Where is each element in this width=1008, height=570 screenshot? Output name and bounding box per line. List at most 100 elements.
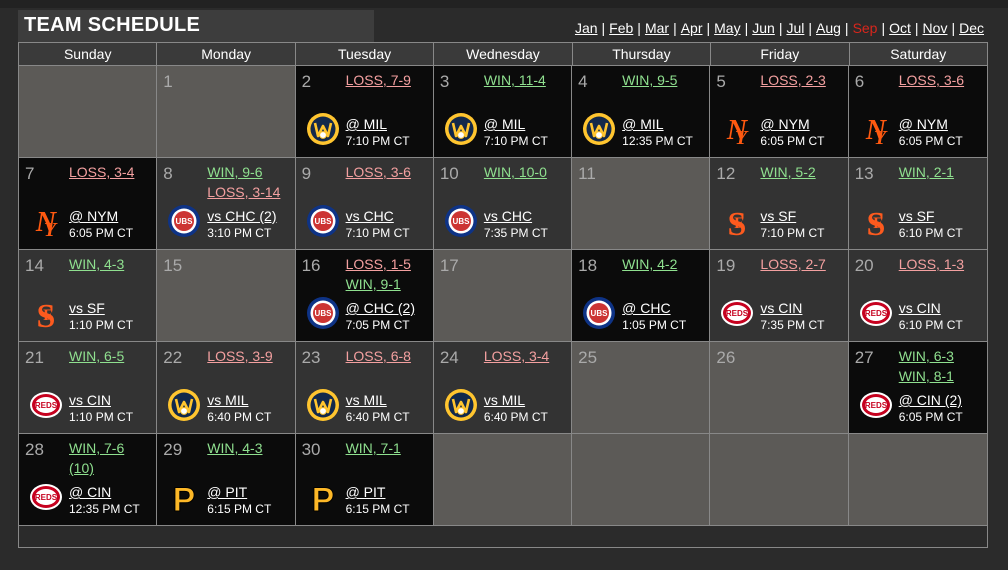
game-results: WIN, 5-2 [760, 162, 815, 182]
result-win-link[interactable]: WIN, 6-3 [898, 348, 954, 364]
result-win-link[interactable]: WIN, 4-3 [207, 440, 263, 456]
month-link-mar[interactable]: Mar [644, 20, 670, 36]
game-info: vs MIL 6:40 PM CT [346, 392, 410, 426]
result-win-link[interactable]: WIN, 4-3 [69, 256, 125, 272]
svg-text:F: F [735, 215, 745, 232]
calendar-day-2: 2 LOSS, 7-9 @ MIL 7:10 PM CT [295, 66, 434, 158]
top-strip [0, 0, 1008, 8]
game-info: vs CIN 7:35 PM CT [760, 300, 824, 334]
opponent-link[interactable]: vs CHC (2) [207, 208, 277, 224]
game-info: vs CHC 7:10 PM CT [346, 208, 410, 242]
result-win-link[interactable]: WIN, 2-1 [898, 164, 954, 180]
weekday-sunday: Sunday [19, 43, 158, 65]
result-loss-link[interactable]: LOSS, 6-8 [345, 348, 411, 364]
game-results: LOSS, 1-3 [899, 254, 964, 274]
pirates-logo-icon: P [167, 480, 201, 520]
result-win-link[interactable]: WIN, 5-2 [760, 164, 816, 180]
month-link-nov[interactable]: Nov [922, 20, 948, 36]
weekday-wednesday: Wednesday [434, 43, 573, 65]
game-results: WIN, 9-5 [622, 70, 677, 90]
day-number: 21 [25, 348, 44, 367]
result-win-link[interactable]: (10) [69, 460, 94, 476]
opponent-link[interactable]: @ NYM [69, 208, 119, 224]
result-win-link[interactable]: WIN, 6-5 [69, 348, 125, 364]
month-link-jan[interactable]: Jan [574, 20, 598, 36]
month-link-apr[interactable]: Apr [680, 20, 703, 36]
opponent-link[interactable]: vs MIL [345, 392, 387, 408]
calendar-day-26: 26 [710, 342, 849, 434]
calendar-day-8: 8 WIN, 9-6 LOSS, 3-14 UBS vs CHC (2) 3:10 PM … [157, 158, 296, 250]
opponent-link[interactable]: vs CIN [760, 300, 803, 316]
opponent-link[interactable]: vs SF [69, 300, 105, 316]
month-link-jul[interactable]: Jul [786, 20, 805, 36]
svg-text:Y: Y [874, 127, 888, 146]
opponent-link[interactable]: @ NYM [898, 116, 948, 132]
day-number: 10 [439, 164, 459, 183]
result-loss-link[interactable]: LOSS, 3-4 [483, 348, 550, 364]
result-loss-link[interactable]: LOSS, 7-9 [345, 72, 411, 88]
weekday-thursday: Thursday [573, 43, 712, 65]
month-link-feb[interactable]: Feb [609, 20, 634, 36]
opponent-link[interactable]: vs SF [898, 208, 935, 224]
opponent-link[interactable]: @ CHC (2) [345, 300, 415, 316]
game-results: WIN, 2-1 [899, 162, 954, 182]
opponent-link[interactable]: vs SF [760, 208, 797, 224]
game-results: LOSS, 2-7 [760, 254, 825, 274]
result-win-link[interactable]: WIN, 9-6 [207, 164, 263, 180]
opponent-link[interactable]: @ CIN (2) [898, 392, 962, 408]
result-win-link[interactable]: WIN, 7-1 [345, 440, 401, 456]
result-loss-link[interactable]: LOSS, 1-5 [345, 256, 411, 272]
result-win-link[interactable]: WIN, 9-1 [345, 276, 401, 292]
result-loss-link[interactable]: LOSS, 3-14 [207, 184, 281, 200]
month-link-oct[interactable]: Oct [889, 20, 911, 36]
result-win-link[interactable]: WIN, 9-5 [622, 72, 678, 88]
svg-text:F: F [873, 215, 883, 232]
opponent-link[interactable]: vs CHC [483, 208, 533, 224]
result-win-link[interactable]: WIN, 8-1 [898, 368, 954, 384]
opponent-link[interactable]: @ NYM [760, 116, 810, 132]
result-loss-link[interactable]: LOSS, 3-9 [207, 348, 273, 364]
calendar-day-29: 29 WIN, 4-3 P @ PIT 6:15 PM CT [157, 434, 296, 526]
opponent-link[interactable]: @ MIL [622, 116, 664, 132]
day-number: 25 [578, 348, 598, 367]
opponent-link[interactable]: @ MIL [345, 116, 388, 132]
day-number: 17 [439, 256, 459, 275]
month-link-aug[interactable]: Aug [816, 20, 841, 36]
day-number: 13 [854, 164, 874, 183]
weekday-header: Sunday Monday Tuesday Wednesday Thursday Frid… [19, 43, 987, 66]
game-time: 6:05 PM CT [898, 410, 963, 424]
result-win-link[interactable]: WIN, 11-4 [483, 72, 546, 88]
game-results: WIN, 11-4 [484, 70, 546, 90]
opponent-link[interactable]: vs CIN [898, 300, 941, 316]
result-loss-link[interactable]: LOSS, 3-6 [345, 164, 411, 180]
opponent-link[interactable]: @ CIN [69, 484, 112, 500]
opponent-link[interactable]: vs CIN [69, 392, 111, 408]
month-nav: Jan | Feb | Mar | Apr | May | Jun | Jul | Aug | Sep | Oct |… [575, 20, 984, 36]
game-info: @ MIL 12:35 PM CT [622, 116, 693, 150]
calendar-day-5: 5 LOSS, 2-3 N Y @ NYM 6:05 PM CT [710, 66, 849, 158]
month-link-sep[interactable]: Sep [852, 20, 878, 36]
result-loss-link[interactable]: LOSS, 3-4 [69, 164, 135, 180]
result-loss-link[interactable]: LOSS, 3-6 [898, 72, 965, 88]
day-number: 18 [578, 256, 598, 275]
opponent-link[interactable]: @ CHC [622, 300, 671, 316]
result-loss-link[interactable]: LOSS, 2-3 [760, 72, 826, 88]
opponent-link[interactable]: @ PIT [345, 484, 386, 500]
opponent-link[interactable]: vs MIL [207, 392, 249, 408]
svg-text:REDS: REDS [35, 493, 58, 502]
month-link-may[interactable]: May [714, 20, 741, 36]
result-win-link[interactable]: WIN, 7-6 [69, 440, 125, 456]
game-results: LOSS, 3-9 [207, 346, 272, 366]
result-win-link[interactable]: WIN, 4-2 [622, 256, 678, 272]
opponent-link[interactable]: vs CHC [345, 208, 394, 224]
opponent-link[interactable]: vs MIL [483, 392, 526, 408]
month-link-dec[interactable]: Dec [959, 20, 984, 36]
result-loss-link[interactable]: LOSS, 1-3 [898, 256, 965, 272]
opponent-link[interactable]: @ MIL [483, 116, 526, 132]
month-link-jun[interactable]: Jun [752, 20, 775, 36]
result-loss-link[interactable]: LOSS, 2-7 [760, 256, 826, 272]
opponent-link[interactable]: @ PIT [207, 484, 248, 500]
result-win-link[interactable]: WIN, 10-0 [483, 164, 547, 180]
